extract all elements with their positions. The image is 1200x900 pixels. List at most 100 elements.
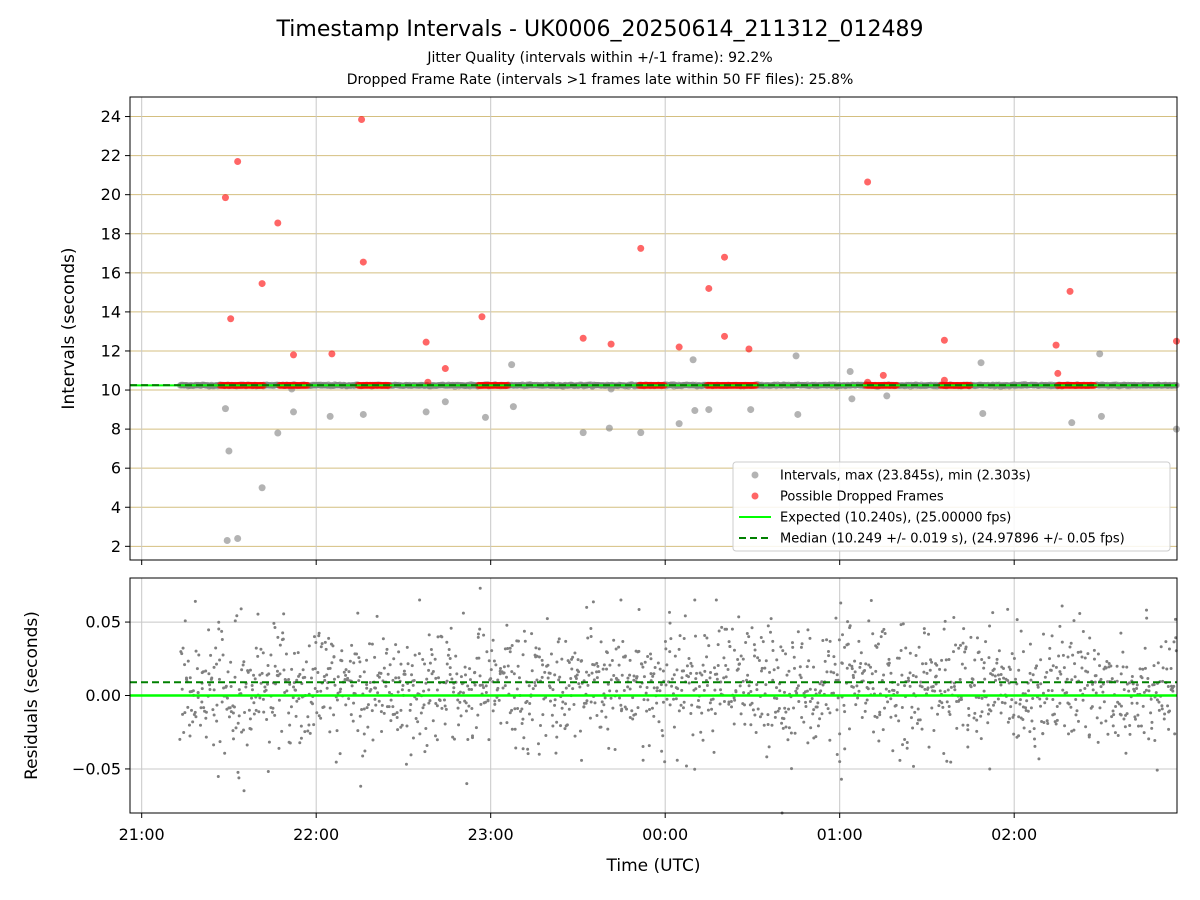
residual-point — [229, 660, 233, 664]
residual-point — [493, 702, 497, 706]
residual-point — [732, 648, 736, 652]
residual-point — [1060, 640, 1064, 644]
residual-point — [183, 663, 187, 667]
residual-point — [707, 644, 711, 648]
residual-point — [1085, 683, 1089, 687]
residual-point — [1115, 664, 1119, 668]
residual-point — [564, 639, 568, 643]
residual-point — [866, 687, 870, 691]
residual-point — [402, 669, 406, 673]
residual-point — [592, 678, 596, 682]
residual-point — [1045, 697, 1049, 701]
residual-point — [448, 657, 452, 661]
residual-point — [863, 709, 867, 713]
residual-point — [1128, 723, 1132, 727]
x-tick-label: 22:00 — [293, 825, 339, 844]
residual-point — [399, 708, 403, 712]
residual-point — [1101, 690, 1105, 694]
residual-point — [892, 689, 896, 693]
residual-point — [755, 688, 759, 692]
residual-point — [470, 706, 474, 710]
residual-point — [776, 709, 780, 713]
residual-point — [1045, 670, 1049, 674]
residual-point — [608, 663, 612, 667]
residual-point — [434, 701, 438, 705]
residual-point — [564, 686, 568, 690]
residual-point — [767, 745, 771, 749]
residual-point — [510, 727, 514, 731]
residual-point — [1054, 722, 1058, 726]
dropped-point — [864, 178, 872, 186]
residual-point — [668, 610, 671, 614]
residual-point — [782, 717, 786, 721]
residual-point — [1109, 664, 1113, 668]
residual-point — [759, 635, 763, 639]
residual-point — [659, 683, 663, 687]
residual-point — [350, 684, 354, 688]
residual-point — [1008, 667, 1012, 671]
residual-point — [589, 700, 593, 704]
residual-point — [484, 700, 488, 704]
residual-point — [362, 707, 366, 711]
residual-point — [1067, 732, 1071, 736]
residual-point — [1039, 682, 1043, 686]
residual-point — [1160, 707, 1164, 711]
residual-point — [186, 705, 190, 709]
residual-point — [450, 677, 454, 681]
residual-point — [553, 703, 557, 707]
residual-point — [284, 652, 288, 656]
residual-point — [1049, 668, 1053, 672]
residual-point — [1105, 660, 1109, 664]
dropped-point — [637, 244, 645, 252]
residual-point — [820, 712, 824, 716]
residual-point — [729, 699, 733, 703]
residual-point — [854, 703, 858, 707]
interval-point — [747, 406, 755, 414]
residual-point — [266, 663, 270, 667]
residual-point — [796, 684, 800, 688]
residual-point — [712, 750, 716, 754]
legend-marker-intervals — [751, 471, 759, 479]
residual-point — [1041, 691, 1045, 695]
residual-point — [616, 678, 620, 682]
residual-point — [595, 713, 599, 717]
residual-point — [513, 707, 517, 711]
residual-point — [425, 677, 429, 681]
residual-point — [357, 656, 361, 660]
residual-point — [430, 653, 434, 657]
residual-point — [809, 726, 813, 730]
residual-point — [253, 677, 257, 681]
residual-point — [764, 659, 768, 663]
residual-point — [557, 637, 561, 641]
residual-point — [567, 684, 571, 688]
residual-point — [422, 689, 426, 693]
residual-point — [358, 660, 362, 664]
residual-point — [716, 643, 720, 647]
residual-point — [588, 716, 592, 720]
residual-point — [365, 683, 369, 687]
residual-point — [642, 675, 646, 679]
residual-point — [478, 627, 482, 631]
residual-point — [860, 715, 864, 719]
residual-point — [966, 723, 970, 727]
residual-point — [677, 709, 681, 713]
residual-point — [1006, 720, 1010, 724]
residual-point — [1168, 709, 1172, 713]
residual-point — [417, 652, 421, 656]
residual-point — [428, 699, 432, 703]
residual-point — [999, 711, 1003, 715]
residual-point — [1156, 661, 1160, 665]
dropped-point — [422, 338, 430, 346]
residual-point — [476, 632, 480, 636]
legend-entry-label: Median (10.249 +/- 0.019 s), (24.97896 +… — [780, 532, 1125, 547]
residual-point — [828, 711, 832, 715]
residual-point — [229, 684, 233, 688]
residual-point — [373, 697, 377, 701]
residual-point — [1017, 668, 1021, 672]
residual-point — [380, 729, 384, 733]
residual-point — [510, 708, 514, 712]
residual-point — [782, 690, 786, 694]
residual-point — [221, 653, 225, 657]
residual-point — [335, 698, 339, 702]
residual-point — [374, 703, 378, 707]
